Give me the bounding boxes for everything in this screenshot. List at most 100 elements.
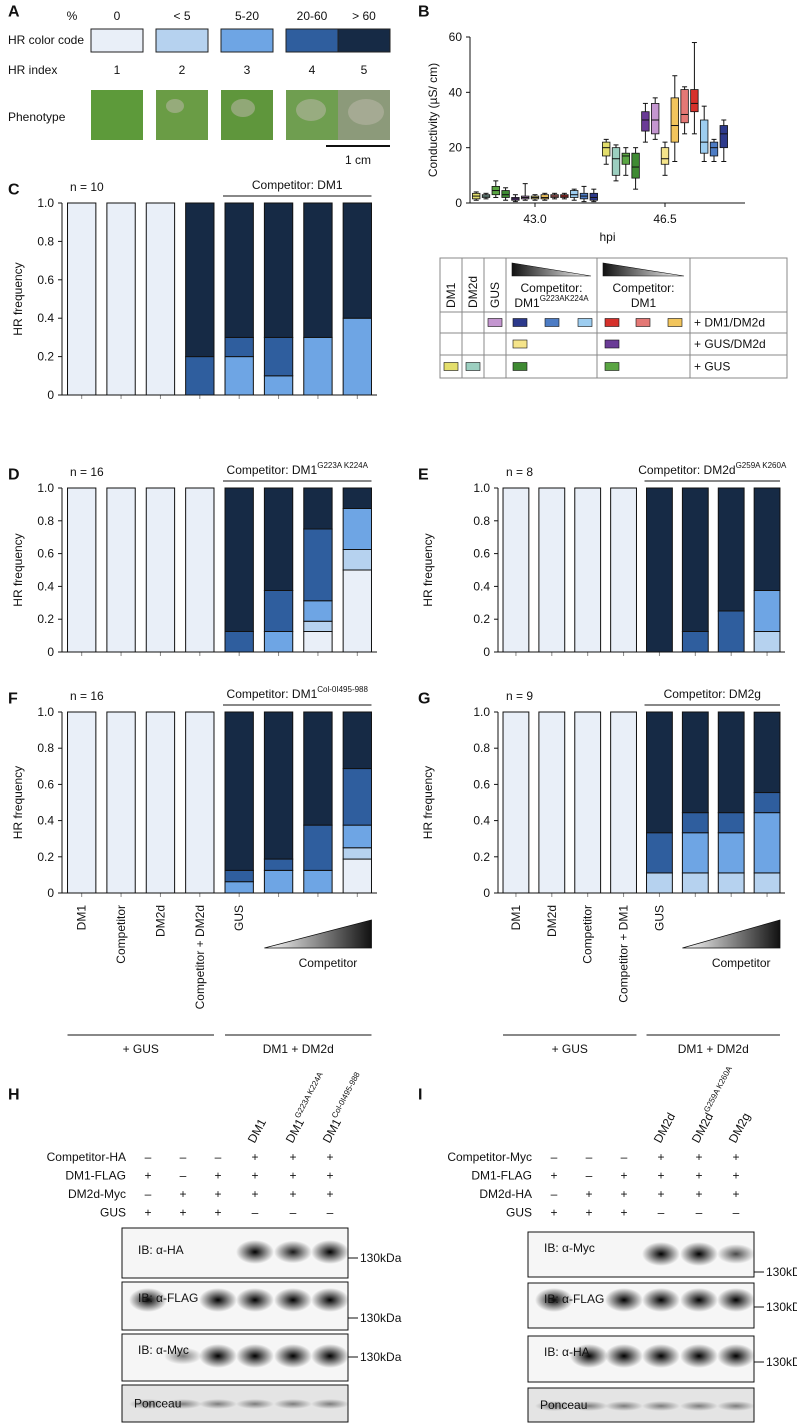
table-column-header: GUS [488, 282, 502, 308]
band [535, 1401, 573, 1411]
percent-header: % [67, 9, 78, 23]
bar-segment [224, 356, 254, 396]
condition-sign: + [732, 1169, 739, 1183]
condition-sign: + [289, 1169, 296, 1183]
panel-label: C [8, 182, 20, 199]
panel-label: E [418, 467, 429, 484]
hr-index: 5 [361, 63, 368, 77]
lane-header-text: DM2d [651, 1110, 678, 1145]
bar-segment [717, 812, 745, 834]
y-tick-label: 1.0 [473, 705, 490, 719]
bar-segment [753, 487, 781, 591]
condition-sign: + [657, 1187, 664, 1201]
condition-sign: – [145, 1187, 152, 1201]
percent-label: 5-20 [235, 9, 259, 23]
bar-segment [681, 812, 709, 834]
bar-segment [753, 711, 781, 794]
condition-sign: + [289, 1150, 296, 1164]
y-axis-title: HR frequency [11, 533, 25, 606]
lesion [348, 99, 384, 125]
group-label: + GUS [123, 1042, 159, 1056]
box [690, 89, 699, 113]
legend-swatch [604, 318, 620, 327]
bar-segment [67, 487, 97, 653]
bar-segment [263, 375, 294, 396]
band [642, 1288, 680, 1312]
blot-label: IB: α-FLAG [138, 1291, 198, 1305]
competitor-label: Competitor: DM2g [664, 687, 761, 701]
band [605, 1288, 643, 1312]
band [129, 1399, 167, 1409]
bar-segment [681, 631, 709, 653]
lane-header: DM2d [651, 1110, 678, 1145]
bar-segment [342, 858, 372, 894]
band [680, 1401, 718, 1411]
y-tick-label: 0.2 [37, 350, 54, 364]
band [311, 1288, 349, 1312]
legend-swatch [512, 339, 528, 349]
size-marker: 130kDa [766, 1265, 797, 1279]
group-label: + GUS [552, 1042, 588, 1056]
bar-segment [185, 202, 215, 358]
box [719, 125, 728, 149]
y-tick-label: 0.8 [473, 741, 490, 755]
size-marker: 130kDa [360, 1251, 402, 1265]
group-label: DM1 + DM2d [263, 1042, 334, 1056]
y-tick-label: 0.2 [37, 850, 54, 864]
band [642, 1344, 680, 1368]
condition-sign: + [620, 1169, 627, 1183]
legend-swatch [577, 318, 593, 327]
condition-sign: + [144, 1206, 151, 1220]
bar-segment [753, 590, 781, 632]
blot-label: IB: α-HA [138, 1243, 184, 1257]
bar-segment [717, 832, 745, 874]
bar-segment [224, 711, 254, 871]
box [611, 147, 621, 176]
panel-label: A [8, 4, 20, 21]
condition-sign: + [179, 1206, 186, 1220]
y-tick-label: 0.2 [473, 850, 490, 864]
condition-sign: + [550, 1169, 557, 1183]
bar-segment [145, 487, 176, 653]
lane-header-text: DM1 [320, 1116, 344, 1145]
y-tick-label: 0 [483, 886, 490, 900]
condition-sign: + [585, 1206, 592, 1220]
condition-sign: – [696, 1206, 703, 1220]
band [717, 1288, 755, 1312]
bar-segment [303, 487, 333, 530]
box [501, 190, 510, 198]
condition-sign: – [586, 1150, 593, 1164]
y-tick-label: 1.0 [37, 481, 54, 495]
sample-size: n = 9 [506, 689, 533, 703]
y-tick-label: 1.0 [37, 196, 54, 210]
lane-header: DM1Col-0I495-988 [318, 1070, 369, 1145]
sample-size: n = 8 [506, 465, 533, 479]
band [199, 1288, 237, 1312]
percent-label: 20-60 [297, 9, 328, 23]
bar-segment [303, 202, 333, 338]
x-tick-label: 43.0 [523, 212, 547, 226]
condition-sign: + [326, 1150, 333, 1164]
box [660, 147, 670, 165]
bar-segment [303, 824, 333, 871]
bar-segment [646, 872, 673, 894]
competitor-label-sup: Col-0I495-988 [317, 685, 368, 694]
competitor-header-text: DM1 [514, 296, 540, 310]
box [570, 190, 579, 198]
bar-segment [646, 711, 673, 834]
condition-sign: – [327, 1206, 334, 1220]
y-axis-title: HR frequency [421, 533, 435, 606]
bar-segment [574, 711, 602, 894]
condition-sign: – [551, 1187, 558, 1201]
legend-swatch [512, 318, 528, 327]
lane-header-text: DM2d [689, 1110, 716, 1145]
band [680, 1242, 718, 1266]
bar-segment [185, 356, 215, 396]
x-tick-label: Competitor + DM1 [617, 905, 631, 1003]
box [651, 103, 660, 135]
x-tick-label: Competitor [581, 905, 595, 964]
competitor-label-text: Competitor: DM1 [252, 178, 343, 192]
x-tick-label: 46.5 [653, 212, 677, 226]
bar-segment [224, 487, 254, 632]
y-tick-label: 1.0 [473, 481, 490, 495]
